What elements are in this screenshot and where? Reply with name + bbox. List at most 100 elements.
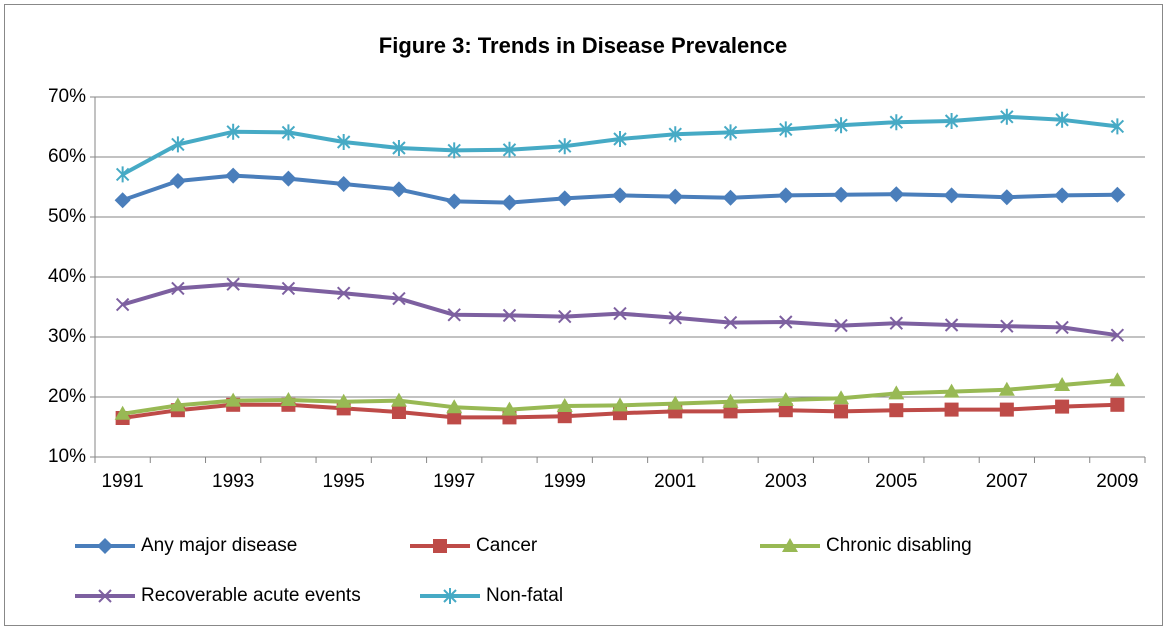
marker	[1055, 399, 1070, 414]
marker	[114, 405, 131, 420]
marker	[834, 318, 848, 333]
marker	[889, 403, 904, 418]
x-tick-label: 2009	[1096, 471, 1138, 492]
marker	[335, 393, 352, 408]
y-tick-label: 20%	[48, 386, 86, 407]
marker	[169, 397, 186, 412]
marker	[225, 167, 242, 184]
marker	[392, 291, 406, 306]
x-tick-label: 1997	[433, 471, 475, 492]
legend-marker	[97, 538, 113, 554]
y-tick-label: 60%	[48, 146, 86, 167]
marker	[390, 392, 407, 407]
marker	[998, 189, 1015, 206]
marker	[943, 383, 960, 398]
marker	[169, 173, 186, 189]
marker	[556, 398, 573, 412]
x-tick-label: 2007	[986, 471, 1028, 492]
marker	[1110, 118, 1125, 135]
marker	[114, 192, 131, 209]
marker	[501, 401, 518, 416]
marker	[667, 395, 684, 410]
marker	[226, 277, 240, 291]
marker	[944, 113, 959, 129]
marker	[667, 188, 684, 205]
legend-label: Chronic disabling	[826, 535, 972, 556]
marker	[447, 142, 461, 159]
marker	[943, 187, 960, 204]
y-tick-label: 70%	[48, 86, 86, 107]
marker	[226, 123, 240, 140]
x-tick-label: 1993	[212, 471, 254, 492]
y-tick-label: 10%	[48, 446, 86, 467]
marker	[336, 286, 351, 300]
marker	[1109, 372, 1126, 387]
marker	[723, 404, 738, 419]
marker	[834, 404, 849, 419]
marker	[336, 134, 351, 150]
marker	[612, 187, 628, 204]
x-tick-label: 1995	[323, 471, 365, 492]
marker	[833, 186, 850, 203]
marker	[556, 190, 573, 207]
marker	[502, 308, 517, 323]
marker	[1055, 111, 1069, 128]
marker	[1109, 186, 1126, 203]
legend-marker	[433, 539, 447, 553]
marker	[888, 186, 905, 203]
x-tick-label: 1991	[101, 471, 143, 492]
marker	[115, 166, 130, 183]
marker	[558, 138, 572, 155]
marker	[779, 121, 793, 138]
marker	[1110, 397, 1125, 412]
legend-label: Recoverable acute events	[141, 585, 361, 606]
marker	[779, 315, 793, 329]
marker	[225, 392, 242, 407]
marker	[501, 194, 518, 211]
marker	[944, 318, 959, 332]
marker	[281, 124, 296, 141]
marker	[280, 392, 297, 406]
marker	[1110, 328, 1125, 342]
marker	[1000, 319, 1014, 333]
x-tick-label: 1999	[544, 471, 586, 492]
marker	[446, 193, 463, 210]
y-tick-label: 40%	[48, 266, 86, 287]
marker	[999, 402, 1014, 417]
marker	[335, 176, 352, 192]
marker	[1054, 187, 1071, 204]
marker	[558, 309, 572, 324]
marker	[446, 399, 463, 414]
marker	[502, 141, 517, 158]
marker	[778, 403, 793, 418]
marker	[777, 392, 794, 406]
x-tick-label: 2001	[654, 471, 696, 492]
chart-title: Figure 3: Trends in Disease Prevalence	[379, 33, 787, 58]
marker	[888, 385, 905, 400]
marker	[889, 316, 904, 330]
marker	[391, 405, 406, 419]
marker	[722, 393, 739, 408]
marker	[723, 315, 738, 330]
marker	[281, 281, 296, 296]
marker	[613, 131, 627, 147]
marker	[557, 409, 572, 424]
marker	[723, 124, 738, 141]
marker	[171, 281, 185, 296]
marker	[722, 189, 739, 206]
marker	[447, 308, 461, 322]
marker	[834, 117, 848, 134]
marker	[668, 126, 682, 143]
marker	[889, 114, 904, 131]
marker	[613, 306, 627, 321]
marker	[668, 311, 682, 325]
legend-label: Any major disease	[141, 535, 297, 556]
marker	[280, 170, 297, 187]
y-tick-label: 50%	[48, 206, 86, 227]
marker	[447, 410, 462, 425]
marker	[833, 390, 850, 405]
x-tick-label: 2005	[875, 471, 917, 492]
marker	[612, 397, 628, 412]
marker	[777, 187, 794, 204]
marker	[392, 140, 406, 156]
